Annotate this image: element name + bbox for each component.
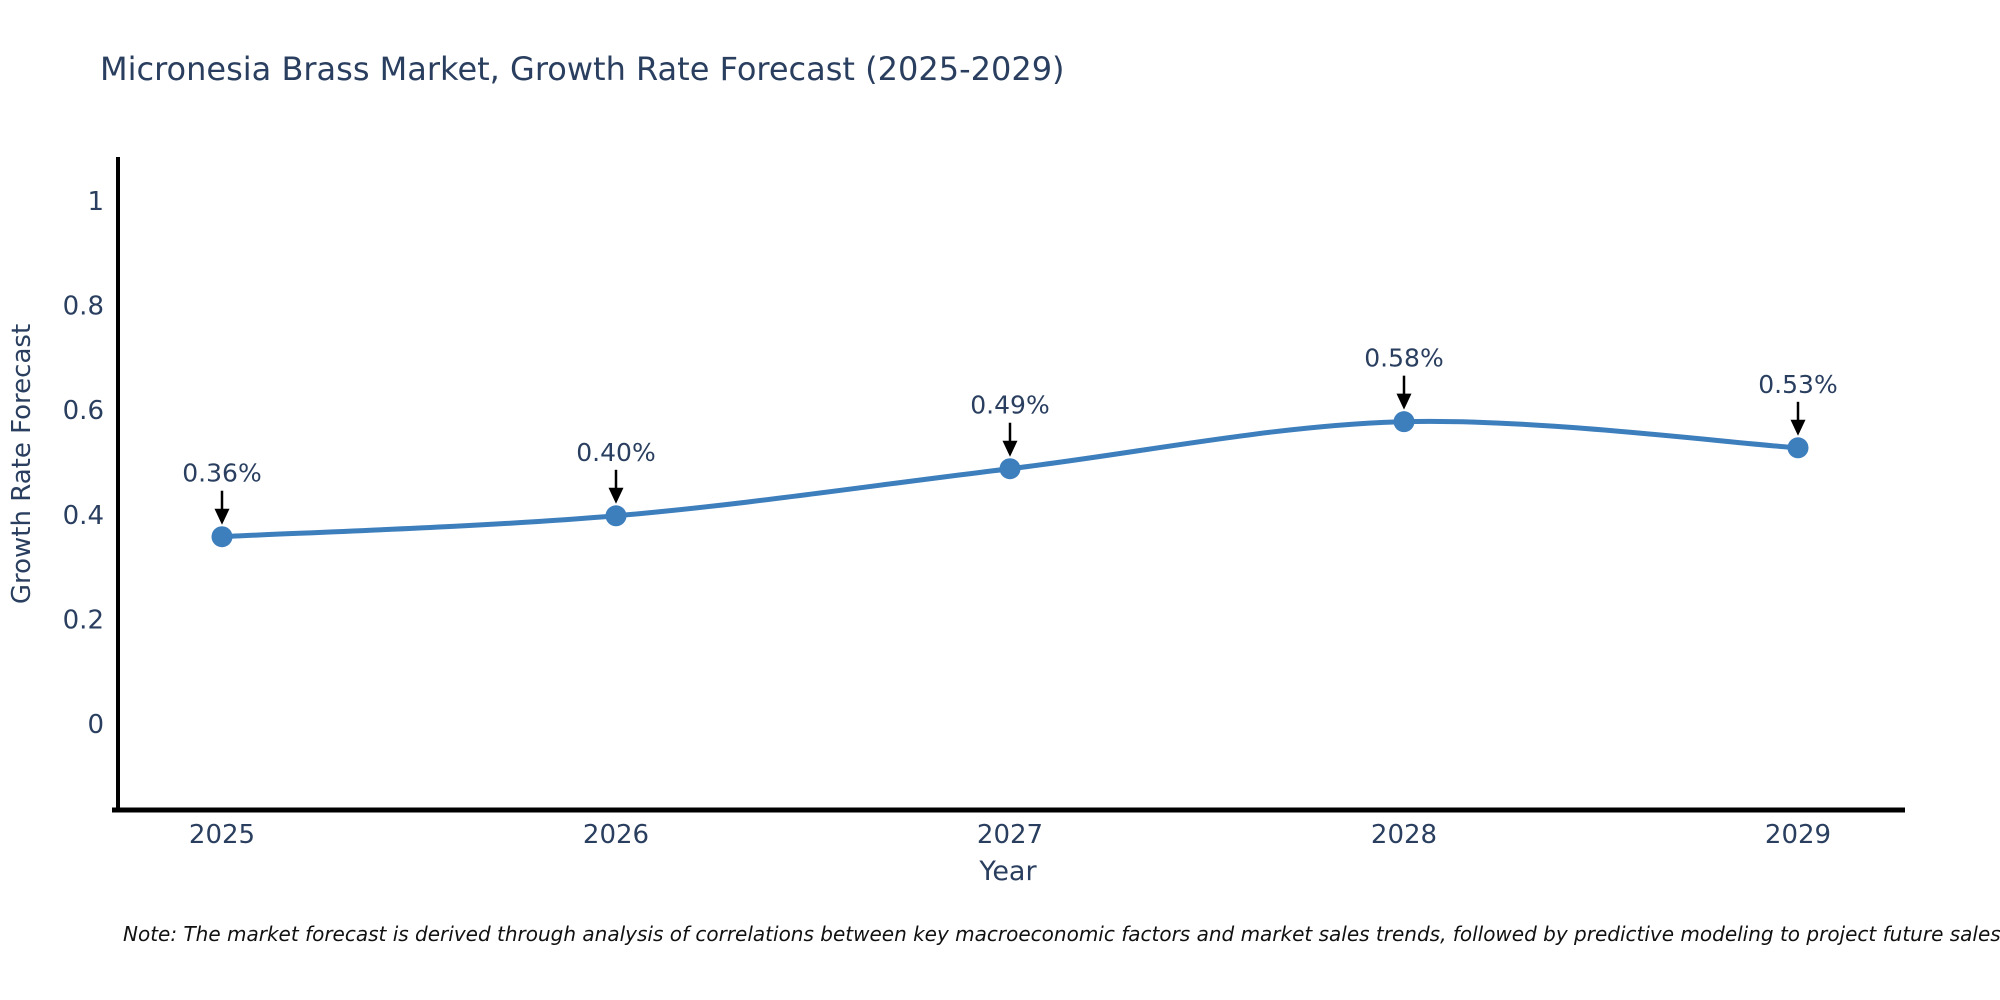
y-tick-label: 0 [87, 710, 104, 740]
y-tick-label: 0.8 [63, 292, 104, 322]
y-tick-label: 1 [87, 187, 104, 217]
y-tick-label: 0.2 [63, 605, 104, 635]
annotation-arrow-head-icon [1790, 419, 1806, 436]
chart-title: Micronesia Brass Market, Growth Rate For… [100, 50, 1065, 88]
data-point-label: 0.36% [182, 459, 261, 488]
data-point-marker[interactable] [999, 458, 1021, 480]
x-tick-label: 2028 [1371, 820, 1437, 850]
annotation-arrow-head-icon [1396, 393, 1412, 410]
x-axis-title: Year [978, 856, 1037, 887]
annotation-arrow-head-icon [214, 508, 230, 525]
y-axis-title: Growth Rate Forecast [7, 324, 37, 604]
annotation-arrow-head-icon [608, 487, 624, 504]
x-tick-label: 2026 [583, 820, 649, 850]
data-point-label: 0.53% [1758, 370, 1837, 399]
data-point-marker[interactable] [1787, 437, 1809, 459]
annotation-arrow-head-icon [1002, 440, 1018, 457]
data-point-marker[interactable] [605, 505, 627, 527]
data-point-marker[interactable] [1393, 411, 1415, 433]
x-tick-label: 2025 [189, 820, 255, 850]
x-tick-label: 2029 [1765, 820, 1831, 850]
data-point-label: 0.49% [970, 391, 1049, 420]
data-point-label: 0.58% [1364, 344, 1443, 373]
x-tick-label: 2027 [977, 820, 1043, 850]
data-point-label: 0.40% [576, 438, 655, 467]
data-point-marker[interactable] [211, 526, 233, 548]
plot-layer: 0 0.2 0.4 0.6 0.8 1 2025 2026 2027 2028 2029 0.36% 0… [63, 157, 1905, 850]
y-tick-label: 0.6 [63, 396, 104, 426]
footnote-text: Note: The market forecast is derived thr… [123, 922, 2000, 946]
y-tick-label: 0.4 [63, 501, 104, 531]
